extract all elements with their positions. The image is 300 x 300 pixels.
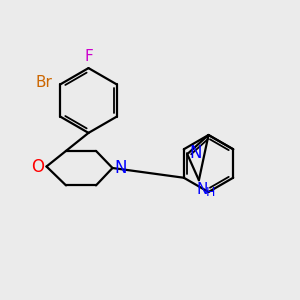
Text: N: N — [197, 182, 208, 197]
Text: F: F — [85, 49, 94, 64]
Text: O: O — [32, 158, 45, 175]
Text: N: N — [189, 144, 202, 162]
Text: H: H — [206, 186, 216, 199]
Text: N: N — [115, 159, 127, 177]
Text: Br: Br — [35, 75, 52, 90]
